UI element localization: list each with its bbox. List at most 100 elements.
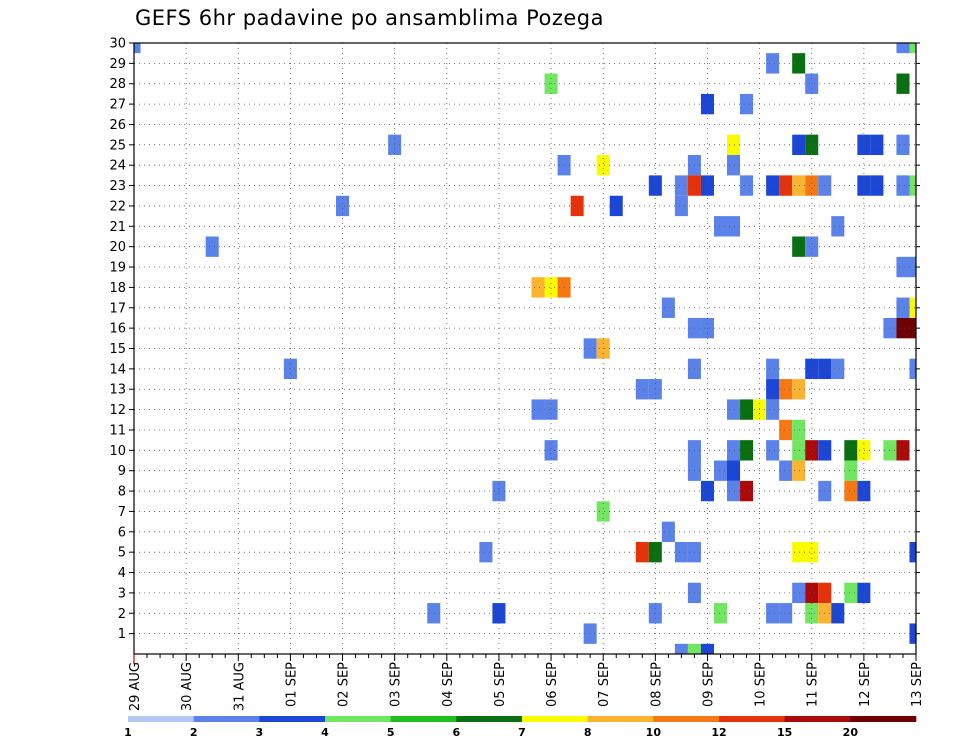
heatmap-cell (779, 460, 793, 481)
x-tick-label: 02 SEP (337, 662, 352, 707)
heatmap-cell (779, 175, 793, 196)
y-tick-label: 14 (109, 362, 126, 377)
heatmap-cell (896, 175, 910, 196)
grid-layer (134, 43, 916, 654)
colorbar-swatch (587, 716, 654, 722)
heatmap-cell (909, 256, 916, 278)
heatmap-cell (766, 603, 780, 624)
colorbar-label: 3 (256, 726, 264, 739)
heatmap-cell (766, 175, 780, 196)
y-tick-label: 4 (118, 566, 126, 581)
y-tick-label: 1 (118, 627, 126, 642)
heatmap-cell (766, 379, 780, 400)
heatmap-cell (740, 440, 754, 461)
heatmap-cell (531, 277, 545, 298)
heatmap-cell (661, 521, 675, 542)
y-tick-label: 24 (109, 159, 126, 174)
colorbar-label: 10 (646, 726, 662, 739)
heatmap-cell (648, 175, 662, 196)
colorbar-swatch (719, 716, 785, 722)
heatmap-cell (635, 541, 649, 563)
y-tick-label: 9 (118, 464, 126, 479)
heatmap-cell (831, 358, 845, 380)
y-tick-label: 10 (109, 444, 126, 459)
heatmap-cell (531, 399, 545, 420)
colorbar-swatch (522, 716, 588, 722)
y-tick-label: 7 (118, 505, 126, 520)
y-tick-label: 8 (118, 485, 126, 500)
heatmap-cell (427, 603, 441, 624)
heatmap-cell (792, 236, 806, 257)
heatmap-cell (766, 53, 780, 74)
colorbar-swatch (653, 716, 720, 722)
x-tick-label: 07 SEP (597, 662, 612, 707)
heatmap-cell (909, 297, 916, 318)
y-tick-label: 23 (109, 179, 126, 194)
y-tick-label: 3 (118, 586, 126, 601)
heatmap-cell (661, 297, 675, 318)
heatmap-cell (792, 541, 806, 563)
x-tick-label: 05 SEP (493, 662, 508, 707)
y-tick-label: 2 (118, 607, 126, 622)
heatmap-cell (766, 399, 780, 420)
colorbar-label: 1 (124, 726, 132, 739)
x-tick-label: 10 SEP (754, 662, 769, 707)
heatmap-cell (844, 480, 858, 502)
heatmap-cell (844, 440, 858, 461)
y-tick-label: 26 (109, 118, 126, 133)
chart-title: GEFS 6hr padavine po ansamblima Pozega (135, 6, 605, 30)
axes-layer: 1234567891011121314151617181920212223242… (109, 37, 925, 712)
x-tick-label: 31 AUG (232, 662, 247, 711)
heatmap-cell (896, 73, 910, 94)
heatmap-cell (792, 460, 806, 481)
heatmap-cell (857, 582, 871, 604)
heatmap-cell (844, 460, 858, 481)
heatmap-cell (779, 379, 793, 400)
heatmap-cell (766, 358, 780, 380)
x-tick-label: 30 AUG (180, 662, 195, 711)
y-tick-label: 19 (109, 261, 126, 276)
x-tick-label: 06 SEP (545, 662, 560, 707)
x-tick-label: 29 AUG (128, 662, 143, 711)
heatmap-cell (896, 134, 910, 156)
heatmap-cell (740, 93, 754, 115)
heatmap-cell (674, 195, 688, 217)
heatmap-cell (687, 643, 701, 654)
heatmap-cell (857, 480, 871, 502)
heatmap-cell (740, 175, 754, 196)
heatmap-cell (805, 175, 819, 196)
heatmap-cell (909, 317, 916, 339)
colorbar-swatch (325, 716, 391, 722)
y-tick-label: 12 (109, 403, 126, 418)
heatmap-cell (909, 358, 916, 380)
heatmap-cell (779, 603, 793, 624)
heatmap-cell (857, 175, 871, 196)
colorbar-label: 8 (584, 726, 592, 739)
heatmap-cell (635, 379, 649, 400)
colorbar-label: 5 (387, 726, 395, 739)
heatmap-cell (844, 582, 858, 604)
x-tick-label: 12 SEP (858, 662, 873, 707)
x-tick-label: 03 SEP (389, 662, 404, 707)
y-tick-label: 20 (109, 240, 126, 255)
heatmap-cell (831, 603, 845, 624)
heatmap-cell (700, 93, 714, 115)
heatmap-cell (700, 175, 714, 196)
heatmap-cell (766, 440, 780, 461)
heatmap-cell (336, 195, 350, 217)
colorbar-label: 15 (777, 726, 792, 739)
heatmap-cell (896, 317, 910, 339)
heatmap-cell (727, 399, 741, 420)
heatmap-cell (779, 419, 793, 441)
heatmap-cell (727, 460, 741, 481)
heatmap-cell (909, 43, 916, 54)
x-tick-label: 11 SEP (806, 662, 821, 707)
heatmap-cell (583, 338, 597, 359)
y-tick-label: 22 (109, 199, 126, 214)
y-tick-label: 27 (109, 98, 126, 113)
heatmap-cell (674, 175, 688, 196)
y-tick-label: 16 (109, 322, 126, 337)
colorbar-label: 6 (453, 726, 461, 739)
x-tick-label: 13 SEP (910, 662, 925, 707)
